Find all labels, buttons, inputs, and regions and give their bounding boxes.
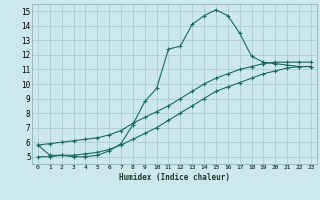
- X-axis label: Humidex (Indice chaleur): Humidex (Indice chaleur): [119, 173, 230, 182]
